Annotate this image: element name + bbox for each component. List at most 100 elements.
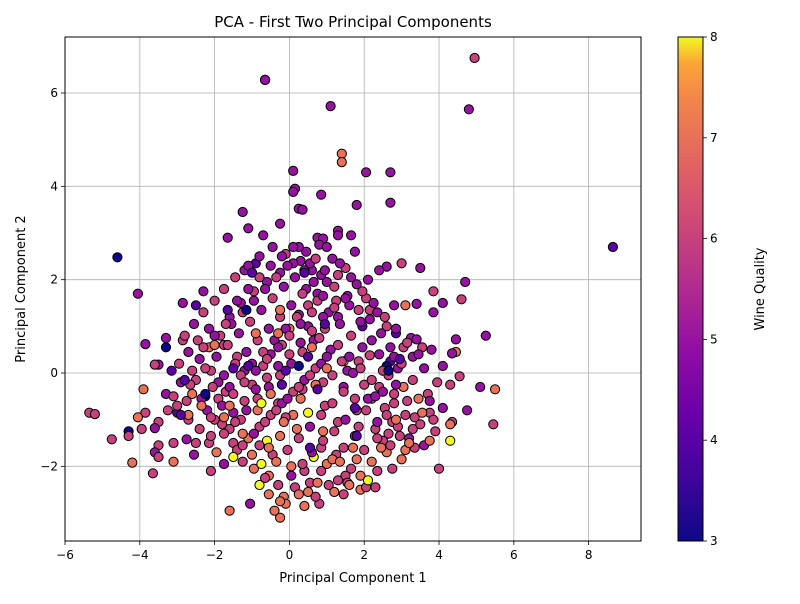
- scatter-point: [332, 339, 344, 351]
- scatter-point: [316, 465, 327, 477]
- x-tick-label: −6: [56, 548, 74, 562]
- scatter-point: [243, 223, 254, 234]
- scatter-point: [271, 456, 282, 467]
- scatter-point: [196, 400, 207, 411]
- scatter-point: [220, 318, 231, 330]
- scatter-point: [132, 412, 143, 423]
- scatter-point: [329, 281, 340, 292]
- scatter-point: [194, 423, 205, 435]
- scatter-point: [286, 461, 297, 472]
- scatter-point: [218, 283, 230, 295]
- y-tick-label: 6: [50, 86, 58, 100]
- scatter-point: [400, 300, 411, 311]
- scatter-point: [385, 440, 396, 451]
- scatter-point: [329, 486, 340, 498]
- scatter-point: [312, 477, 323, 488]
- scatter-point: [188, 449, 200, 460]
- scatter-point: [250, 365, 261, 376]
- scatter-point: [276, 251, 287, 262]
- scatter-point: [209, 339, 220, 351]
- scatter-point: [362, 475, 374, 486]
- x-tick-label: 8: [585, 548, 593, 562]
- scatter-point: [314, 332, 325, 344]
- scatter-point: [329, 426, 340, 437]
- data-points: [84, 52, 619, 523]
- scatter-point: [415, 419, 426, 430]
- scatter-point: [316, 189, 327, 200]
- x-tick-label: 0: [286, 548, 294, 562]
- scatter-point: [318, 426, 329, 437]
- scatter-point: [454, 371, 465, 382]
- scatter-point: [166, 365, 177, 376]
- scatter-point: [254, 272, 265, 283]
- scatter-point: [361, 405, 372, 416]
- scatter-point: [390, 323, 402, 334]
- scatter-point: [254, 440, 265, 451]
- scatter-point: [263, 489, 274, 500]
- scatter-point: [192, 335, 203, 346]
- scatter-point: [222, 304, 233, 316]
- scatter-point: [389, 388, 400, 400]
- scatter-point: [456, 294, 467, 305]
- scatter-point: [353, 421, 364, 432]
- scatter-point: [228, 451, 239, 463]
- colorbar-label: Wine Quality: [753, 247, 768, 330]
- scatter-point: [138, 384, 149, 395]
- scatter-point: [187, 388, 198, 400]
- scatter-point: [346, 330, 357, 341]
- scatter-point: [209, 295, 220, 306]
- scatter-point: [389, 398, 400, 409]
- scatter-point: [289, 272, 301, 283]
- scatter-point: [312, 384, 323, 395]
- colorbar-tick-label: 7: [710, 131, 718, 145]
- scatter-point: [224, 400, 235, 411]
- scatter-point: [293, 360, 304, 372]
- scatter-point: [385, 197, 396, 208]
- scatter-point: [179, 374, 190, 386]
- scatter-point: [243, 360, 254, 372]
- scatter-point: [347, 442, 359, 453]
- scatter-point: [254, 251, 265, 262]
- scatter-point: [127, 457, 138, 468]
- scatter-point: [106, 434, 117, 445]
- scatter-point: [230, 272, 241, 283]
- scatter-point: [351, 199, 362, 211]
- scatter-point: [366, 456, 377, 467]
- scatter-point: [237, 206, 248, 218]
- scatter-point: [319, 318, 330, 330]
- scatter-point: [383, 428, 394, 439]
- scatter-point: [241, 405, 252, 416]
- scatter-point: [203, 323, 215, 334]
- scatter-point: [123, 430, 134, 442]
- scatter-point: [187, 365, 198, 376]
- scatter-point: [607, 241, 619, 253]
- scatter-point: [419, 363, 430, 374]
- scatter-point: [194, 353, 205, 365]
- scatter-point: [447, 348, 458, 359]
- scatter-point: [271, 405, 282, 416]
- scatter-point: [359, 444, 370, 456]
- scatter-point: [460, 276, 471, 288]
- scatter-point: [319, 265, 330, 276]
- scatter-point: [437, 402, 448, 414]
- y-tick-label: 2: [50, 273, 58, 287]
- scatter-point: [260, 472, 271, 484]
- scatter-point: [248, 295, 259, 306]
- scatter-point: [387, 463, 398, 474]
- scatter-point: [248, 428, 259, 439]
- scatter-point: [351, 279, 362, 290]
- scatter-point: [246, 267, 258, 278]
- scatter-point: [445, 419, 456, 430]
- scatter-point: [273, 479, 284, 491]
- scatter-point: [303, 351, 314, 362]
- scatter-point: [321, 241, 332, 253]
- scatter-point: [260, 283, 271, 295]
- scatter-point: [149, 359, 160, 370]
- scatter-point: [437, 360, 448, 372]
- scatter-point: [332, 475, 344, 486]
- scatter-point: [207, 381, 218, 393]
- scatter-point: [490, 384, 501, 395]
- scatter-point: [200, 363, 211, 374]
- scatter-point: [132, 288, 143, 299]
- scatter-point: [318, 290, 329, 302]
